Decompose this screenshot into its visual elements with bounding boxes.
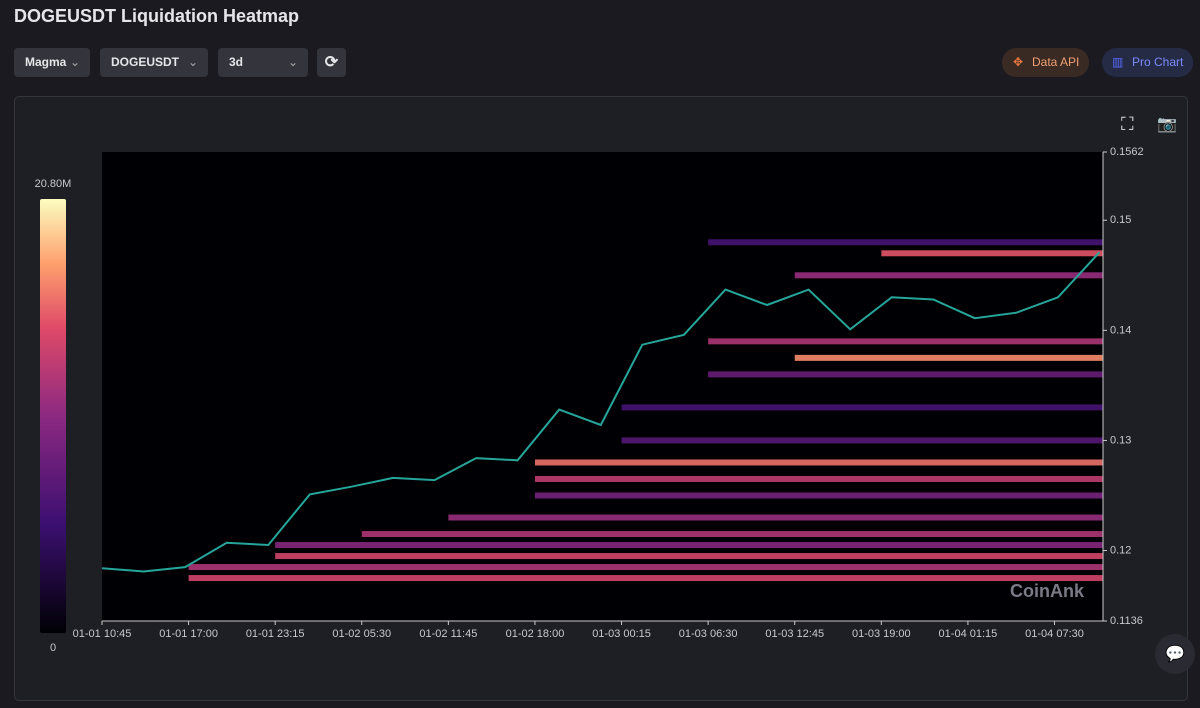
pro-chart-label: Pro Chart [1132, 55, 1184, 69]
colorbar-label: 20.80M [35, 178, 72, 190]
screenshot-icon[interactable]: 📷 [1157, 116, 1177, 133]
heat-band [188, 564, 1104, 571]
x-tick-label: 01-01 17:00 [159, 628, 218, 640]
pro-chart-button[interactable]: ▥ Pro Chart [1102, 48, 1194, 77]
heat-band [275, 542, 1104, 549]
x-tick-label: 01-03 00:15 [592, 628, 651, 640]
symbol-label: DOGEUSDT [111, 55, 180, 69]
chat-icon: 💬 [1165, 644, 1185, 663]
heat-band [621, 404, 1103, 411]
heat-band [448, 514, 1103, 521]
x-tick-label: 01-03 19:00 [852, 628, 911, 640]
price-line [101, 251, 1101, 573]
data-api-button[interactable]: ✥ Data API [1002, 48, 1090, 77]
chat-button[interactable] [1155, 634, 1195, 674]
heat-band [708, 239, 1103, 246]
x-tick-label: 01-02 18:00 [506, 628, 565, 640]
heat-band [794, 272, 1103, 279]
fullscreen-icon[interactable]: ⛶ [1121, 114, 1134, 134]
y-tick-label: 0.1562 [1110, 146, 1144, 158]
x-tick-label: 01-02 05:30 [332, 628, 391, 640]
x-tick-label: 01-03 06:30 [679, 628, 738, 640]
x-tick-label: 01-01 10:45 [73, 628, 132, 640]
heat-band [361, 531, 1103, 538]
chevron: ⌄ [69, 55, 80, 69]
colorbar [40, 199, 66, 633]
range-label: 3d [229, 55, 244, 69]
colorbar-label: 0 [50, 642, 56, 654]
chevron: ⌄ [287, 55, 298, 69]
watermark: CoinAnk [1010, 581, 1085, 601]
heat-band [534, 475, 1103, 482]
heat-band [275, 553, 1104, 560]
y-tick-label: 0.14 [1110, 324, 1131, 336]
chevron: ⌄ [187, 55, 198, 69]
y-tick-label: 0.12 [1110, 544, 1131, 556]
chart-icon: ▥ [1112, 55, 1124, 69]
x-tick-label: 01-03 12:45 [765, 628, 824, 640]
data-api-label: Data API [1032, 55, 1080, 69]
palette-label: Magma [25, 55, 67, 69]
heat-band [794, 354, 1103, 361]
heat-band [534, 459, 1103, 466]
range-select[interactable]: 3d ⌄ [218, 48, 308, 77]
refresh-button[interactable]: ⟳ [317, 48, 346, 77]
heat-band [621, 437, 1103, 444]
plot-area [102, 152, 1103, 621]
x-tick-label: 01-01 23:15 [246, 628, 305, 640]
api-icon: ✥ [1013, 55, 1024, 69]
y-tick-label: 0.1136 [1110, 615, 1143, 627]
heat-band [881, 250, 1103, 257]
y-tick-label: 0.13 [1110, 434, 1131, 446]
page-title: DOGEUSDT Liquidation Heatmap [14, 6, 300, 26]
x-tick-label: 01-02 11:45 [419, 628, 477, 640]
palette-select[interactable]: Magma ⌄ [14, 48, 90, 77]
y-tick-label: 0.15 [1110, 214, 1131, 226]
x-tick-label: 01-04 01:15 [939, 628, 998, 640]
symbol-select[interactable]: DOGEUSDT ⌄ [100, 48, 208, 77]
x-tick-label: 01-04 07:30 [1025, 628, 1084, 640]
heat-band [708, 371, 1103, 378]
heat-band [708, 338, 1103, 345]
heat-band [534, 492, 1103, 499]
heat-band [188, 575, 1104, 582]
